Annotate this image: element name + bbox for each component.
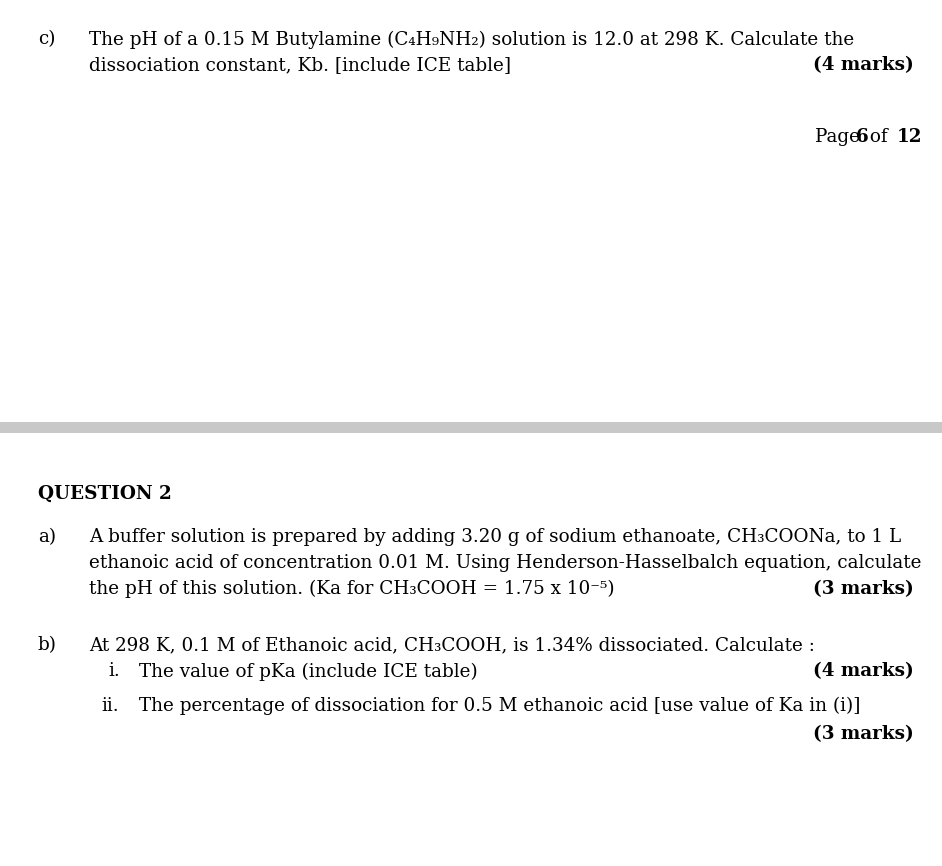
Text: At 298 K, 0.1 M of Ethanoic acid, CH₃COOH, is 1.34% dissociated. Calculate :: At 298 K, 0.1 M of Ethanoic acid, CH₃COO…: [89, 637, 816, 655]
Text: Page: Page: [815, 128, 866, 146]
Text: of: of: [864, 128, 894, 146]
Text: dissociation constant, Kb. [include ICE table]: dissociation constant, Kb. [include ICE …: [89, 56, 512, 74]
Bar: [0, 422, 942, 433]
Text: The pH of a 0.15 M Butylamine (C₄H₉NH₂) solution is 12.0 at 298 K. Calculate the: The pH of a 0.15 M Butylamine (C₄H₉NH₂) …: [89, 30, 854, 48]
Text: A buffer solution is prepared by adding 3.20 g of sodium ethanoate, CH₃COONa, to: A buffer solution is prepared by adding …: [89, 528, 901, 546]
Text: The percentage of dissociation for 0.5 M ethanoic acid [use value of Ka in (i)]: The percentage of dissociation for 0.5 M…: [139, 697, 861, 715]
Text: The value of pKa (include ICE table): The value of pKa (include ICE table): [139, 662, 479, 681]
Text: c): c): [38, 30, 56, 48]
Text: 12: 12: [897, 128, 923, 146]
Text: i.: i.: [108, 662, 120, 681]
Text: ii.: ii.: [102, 697, 120, 715]
Text: the pH of this solution. (Ka for CH₃COOH = 1.75 x 10⁻⁵): the pH of this solution. (Ka for CH₃COOH…: [89, 580, 615, 598]
Text: (3 marks): (3 marks): [813, 580, 914, 598]
Text: 6: 6: [856, 128, 869, 146]
Text: (3 marks): (3 marks): [813, 725, 914, 743]
Text: QUESTION 2: QUESTION 2: [38, 485, 171, 503]
Text: b): b): [38, 637, 57, 655]
Text: a): a): [38, 528, 56, 546]
Text: (4 marks): (4 marks): [813, 662, 914, 681]
Text: ethanoic acid of concentration 0.01 M. Using Henderson-Hasselbalch equation, cal: ethanoic acid of concentration 0.01 M. U…: [89, 554, 922, 572]
Text: (4 marks): (4 marks): [813, 56, 914, 74]
